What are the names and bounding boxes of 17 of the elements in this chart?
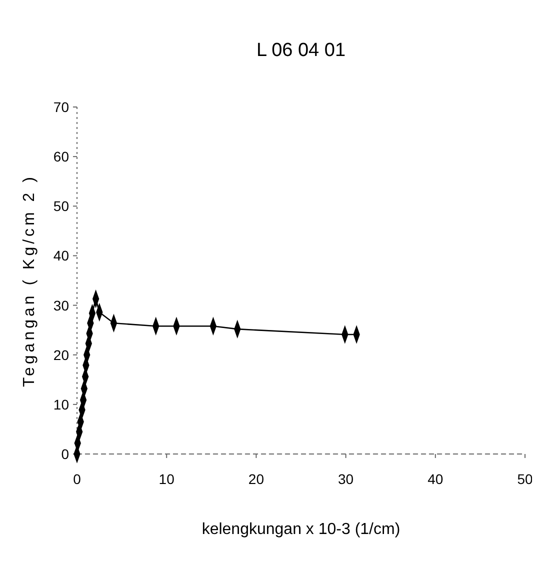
y-axis-title: Tegangan ( Kg/cm 2 ) — [21, 174, 38, 387]
x-tick-label: 30 — [338, 471, 354, 487]
y-tick-label: 40 — [53, 248, 70, 264]
chart-title: L 06 04 01 — [256, 40, 346, 61]
x-tick-label: 10 — [158, 471, 175, 487]
y-tick-label: 70 — [53, 99, 70, 115]
x-tick-label: 0 — [73, 471, 82, 487]
y-tick-label: 30 — [53, 297, 70, 314]
y-tick-label: 20 — [53, 346, 70, 363]
y-tick-label: 50 — [53, 198, 70, 214]
x-tick-label: 50 — [517, 471, 533, 487]
y-tick-label: 60 — [53, 148, 70, 165]
x-tick-label: 40 — [428, 471, 444, 487]
x-axis-title: kelengkungan x 10-3 (1/cm) — [202, 521, 400, 538]
y-tick-label: 0 — [61, 446, 70, 462]
x-tick-label: 20 — [248, 471, 264, 487]
y-tick-label: 10 — [53, 396, 70, 412]
